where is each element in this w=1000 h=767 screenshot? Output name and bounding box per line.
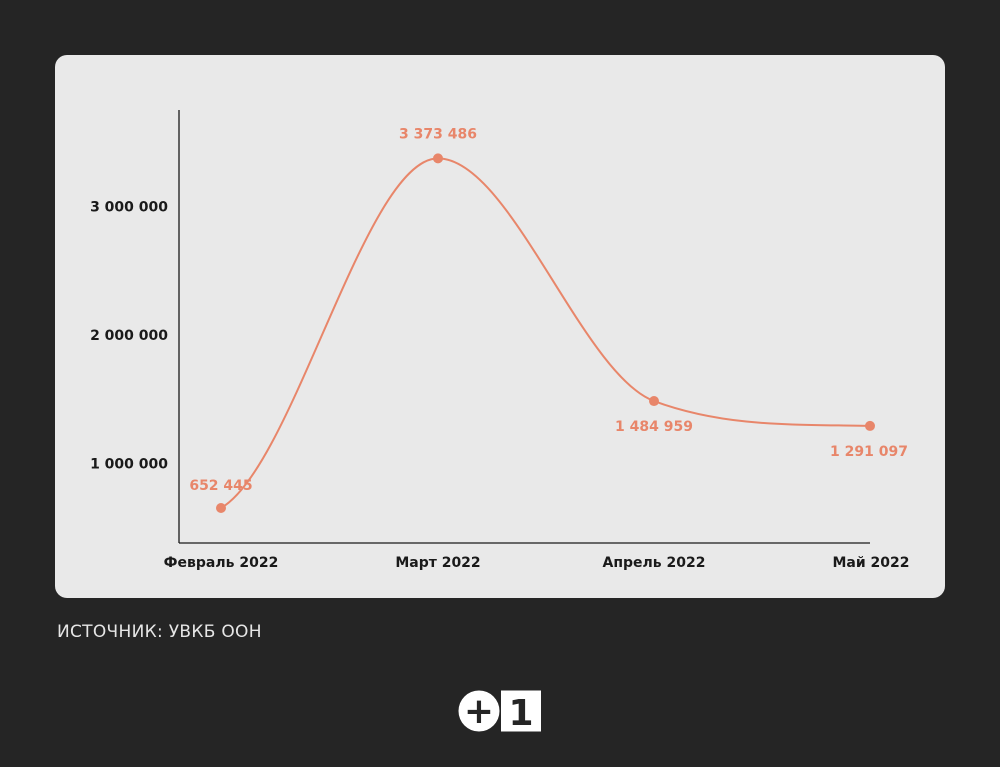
data-point	[216, 502, 226, 513]
source-caption: ИСТОЧНИК: УВКБ ООН	[57, 622, 262, 642]
data-label: 1 484 959	[615, 419, 693, 435]
series-line	[220, 157, 871, 509]
data-point	[649, 396, 659, 407]
x-tick-label: Май 2022	[832, 555, 909, 571]
data-label: 652 445	[189, 478, 252, 494]
data-labels: 652 445 3 373 486 1 484 959 1 291 097	[189, 126, 908, 494]
data-points	[216, 153, 875, 513]
y-tick-label: 1 000 000	[90, 456, 168, 472]
data-label: 3 373 486	[399, 126, 477, 142]
y-tick-labels: 1 000 000 2 000 000 3 000 000	[90, 199, 168, 472]
logo-plus-circle	[458, 690, 500, 732]
x-tick-label: Апрель 2022	[603, 555, 706, 571]
y-tick-label: 2 000 000	[90, 328, 168, 344]
data-point	[865, 420, 875, 431]
logo-plus: +	[464, 691, 494, 732]
brand-logo: + 1	[458, 690, 541, 732]
x-tick-labels: Февраль 2022 Март 2022 Апрель 2022 Май 2022	[164, 555, 910, 571]
logo-one: 1	[508, 693, 533, 732]
y-tick-label: 3 000 000	[90, 199, 168, 215]
chart-card	[55, 55, 945, 598]
x-tick-label: Февраль 2022	[164, 555, 279, 571]
x-tick-label: Март 2022	[395, 555, 480, 571]
logo-one-box	[501, 690, 541, 732]
data-point	[433, 153, 443, 164]
data-label: 1 291 097	[830, 444, 908, 460]
